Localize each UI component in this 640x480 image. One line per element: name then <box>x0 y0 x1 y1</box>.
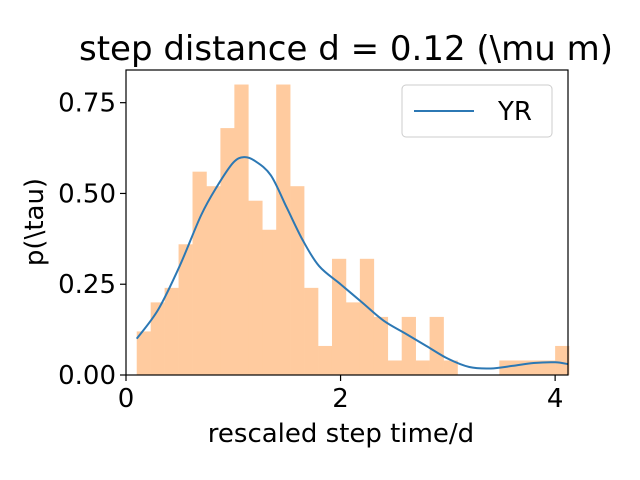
line-series <box>135 156 569 370</box>
histogram-bar <box>304 287 319 375</box>
histogram-bar <box>234 84 249 376</box>
x-tick-label: 0 <box>118 384 135 414</box>
y-tick-label: 0.25 <box>58 270 116 300</box>
histogram-bar <box>541 360 556 375</box>
x-tick-label: 4 <box>547 384 564 414</box>
plot-frame <box>125 69 569 376</box>
y-tick-label: 0.50 <box>58 179 116 209</box>
histogram-bar <box>164 287 179 375</box>
x-axis-label: rescaled step time/d <box>208 419 474 449</box>
histogram-bar <box>248 200 263 375</box>
histogram-bar <box>555 345 570 375</box>
histogram-bar <box>206 186 221 375</box>
histogram-bar <box>513 360 528 375</box>
histogram-bar <box>429 316 444 375</box>
histogram-bar <box>359 258 375 375</box>
y-tick-label: 0.00 <box>58 361 116 391</box>
histogram-bar <box>345 302 361 375</box>
legend-box <box>401 84 553 138</box>
chart-title: step distance d = 0.12 (\mu m) <box>79 29 613 69</box>
histogram-bar <box>387 360 403 375</box>
histogram-bar <box>192 171 207 375</box>
series-line-yr <box>135 156 569 370</box>
histogram-bar <box>290 186 305 375</box>
y-axis-label: p(\tau) <box>20 178 50 266</box>
legend-label-yr: YR <box>497 97 532 127</box>
legend: YR <box>401 84 553 138</box>
histogram-bar <box>443 360 458 375</box>
x-tick-label: 2 <box>332 384 349 414</box>
histogram-bar <box>220 128 235 375</box>
histogram-bar <box>150 302 165 375</box>
histogram-bar <box>373 316 389 375</box>
histogram-bar <box>262 229 277 375</box>
y-axis-ticks: 0.00 0.25 0.50 0.75 <box>58 89 126 391</box>
histogram-bar <box>415 360 430 375</box>
y-tick-label: 0.75 <box>58 89 116 119</box>
histogram-bar <box>318 345 333 375</box>
x-axis-ticks: 0 2 4 <box>118 375 564 414</box>
histogram-bar <box>401 316 416 375</box>
histogram-bar <box>276 84 291 376</box>
histogram-bar <box>178 244 193 375</box>
histogram-bar <box>331 258 347 375</box>
histogram-bar <box>136 331 151 375</box>
